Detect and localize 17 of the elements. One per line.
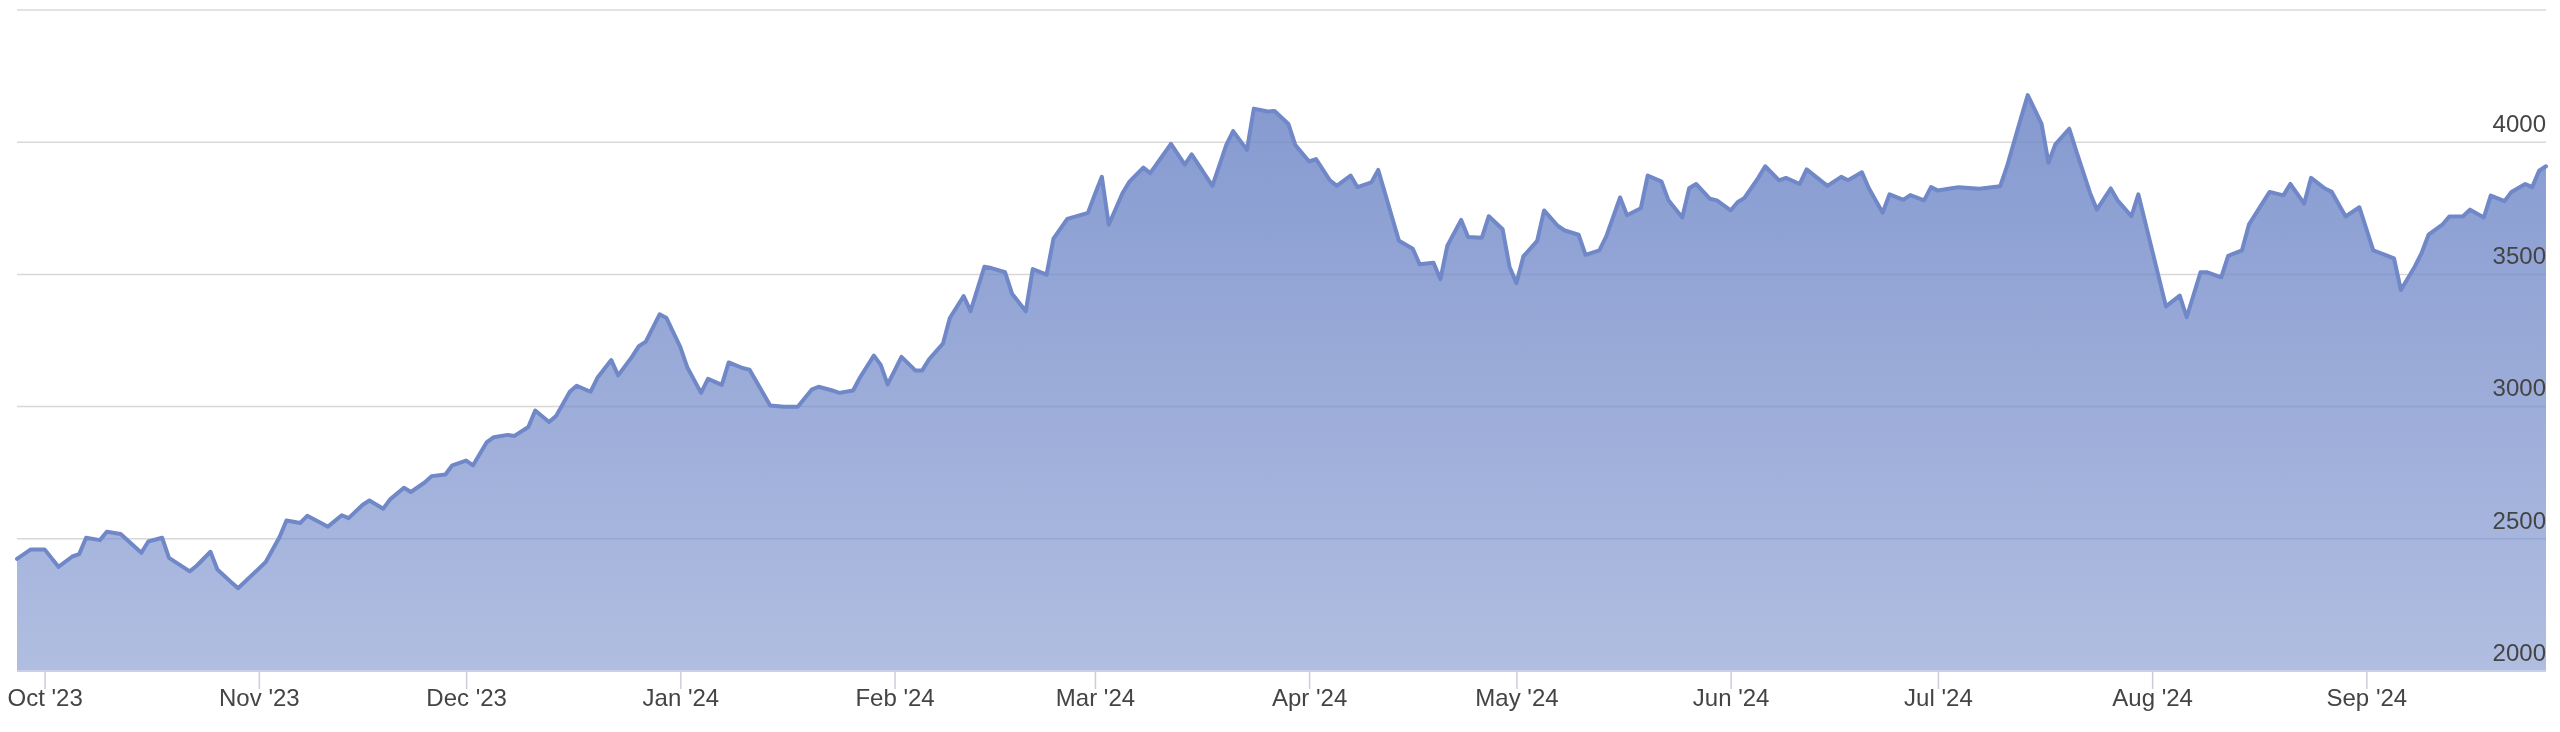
x-tick-label: Apr '24 [1271, 684, 1348, 712]
y-tick-label: 4000 [2492, 109, 2546, 137]
x-tick-label: Dec '23 [426, 684, 507, 712]
x-tick-label: Jul '24 [1904, 684, 1973, 712]
y-tick-label: 2000 [2492, 638, 2546, 666]
x-tick-label: Jan '24 [642, 684, 720, 712]
x-tick-label: Sep '24 [2326, 684, 2408, 712]
x-tick-label: Jun '24 [1692, 684, 1770, 712]
x-tick-label: Feb '24 [855, 684, 935, 712]
x-tick-label: May '24 [1475, 684, 1559, 712]
x-tick-label: Mar '24 [1055, 684, 1136, 712]
x-tick-label: Nov '23 [219, 684, 300, 712]
x-tick-label: Oct '23 [7, 684, 83, 712]
x-tick-label: Aug '24 [2112, 684, 2193, 712]
y-tick-label: 3500 [2492, 242, 2546, 270]
y-tick-label: 2500 [2492, 506, 2546, 534]
y-tick-label: 3000 [2492, 374, 2546, 402]
